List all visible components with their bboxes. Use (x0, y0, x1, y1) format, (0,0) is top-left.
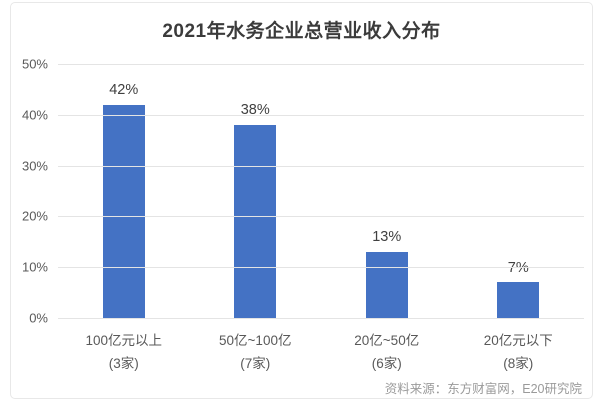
category-count-label: (7家) (240, 356, 271, 371)
bar (365, 251, 408, 318)
category-label: 20亿元以下 (483, 333, 553, 348)
bars-layer: 42% 38% 13% 7% (58, 64, 584, 318)
gridline (58, 318, 584, 319)
y-axis-tick-label: 40% (21, 107, 48, 123)
y-axis-tick-label: 50% (21, 56, 48, 72)
bar (497, 282, 540, 318)
category-count-label: (6家) (371, 356, 402, 371)
y-axis-tick-label: 30% (21, 158, 48, 174)
bar-value-label: 38% (240, 102, 270, 119)
chart-title: 2021年水务企业总营业收入分布 (162, 21, 441, 42)
y-axis-tick-label: 20% (21, 208, 48, 224)
source-note: 资料来源：东方财富网，E20研究院 (384, 382, 582, 396)
gridline (58, 114, 584, 116)
bar-slot: 38% (190, 64, 322, 318)
y-axis-tick-label: 10% (21, 259, 48, 275)
x-axis-category: 100亿元以上 (3家) (58, 329, 190, 375)
bar-slot: 42% (58, 64, 190, 318)
chart-container: 2021年水务企业总营业收入分布 42% 38% 13% 7% 50% 40% 30% 20… (10, 2, 593, 399)
bar (102, 104, 145, 318)
category-label: 100亿元以上 (85, 333, 163, 348)
gridline (58, 216, 584, 218)
x-axis-category: 20亿元以下 (8家) (453, 329, 585, 375)
gridline (58, 165, 584, 167)
category-label: 50亿~100亿 (219, 333, 292, 348)
category-count-label: (8家) (503, 356, 534, 371)
gridline (58, 64, 584, 65)
gridline (58, 267, 584, 269)
bar-value-label: 42% (109, 82, 139, 99)
bar-slot: 7% (453, 64, 585, 318)
x-axis-category: 20亿~50亿 (6家) (321, 329, 453, 375)
bar (234, 124, 277, 318)
category-count-label: (3家) (108, 356, 139, 371)
bar-value-label: 7% (507, 259, 529, 276)
x-axis-category: 50亿~100亿 (7家) (190, 329, 322, 375)
bar-value-label: 13% (372, 229, 402, 246)
y-axis-tick-label: 0% (29, 310, 48, 326)
bar-slot: 13% (321, 64, 453, 318)
category-label: 20亿~50亿 (354, 333, 420, 348)
x-axis-labels: 100亿元以上 (3家) 50亿~100亿 (7家) 20亿~50亿 (6家) 20亿元以下… (58, 329, 584, 375)
plot-area: 42% 38% 13% 7% 50% 40% 30% 20% 10% 0% (22, 58, 584, 325)
